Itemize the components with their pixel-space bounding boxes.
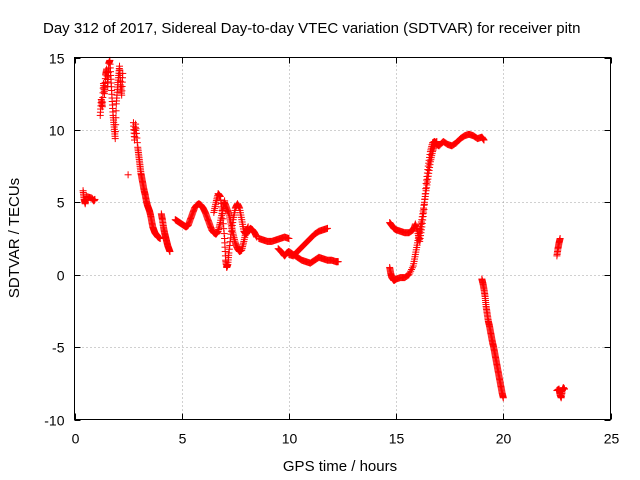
plot-frame xyxy=(74,57,611,420)
x-tick-label: 5 xyxy=(179,431,187,447)
x-tick-label: 10 xyxy=(282,431,298,447)
y-axis-label: SDTVAR / TECUs xyxy=(6,178,23,298)
data-point xyxy=(408,264,416,272)
x-tick-label: 0 xyxy=(72,431,80,447)
data-point xyxy=(91,195,99,203)
x-axis-label: GPS time / hours xyxy=(283,458,397,475)
tick-labels: 0 5 10 15 20 25 -10 -5 0 5 10 15 xyxy=(44,51,619,447)
grid xyxy=(74,57,611,420)
y-tick-label: 0 xyxy=(57,268,65,284)
data-point xyxy=(244,223,252,231)
chart-title: Day 312 of 2017, Sidereal Day-to-day VTE… xyxy=(43,20,580,37)
data-point xyxy=(560,385,568,393)
axis-ticks xyxy=(74,57,612,421)
data-point xyxy=(407,267,415,275)
x-tick-label: 25 xyxy=(604,431,620,447)
data-point xyxy=(334,258,342,266)
data-point xyxy=(124,171,132,179)
data-point xyxy=(556,235,564,242)
x-tick-label: 20 xyxy=(496,431,512,447)
data-point xyxy=(111,135,119,143)
data-points xyxy=(79,56,568,402)
data-point xyxy=(285,235,293,242)
y-tick-label: -10 xyxy=(44,413,64,429)
y-tick-label: 10 xyxy=(49,123,65,139)
data-point xyxy=(405,271,413,279)
data-point xyxy=(323,224,331,232)
data-point xyxy=(119,69,127,77)
y-tick-label: 15 xyxy=(49,51,65,67)
data-point xyxy=(408,226,416,234)
data-point xyxy=(111,128,119,136)
data-point xyxy=(112,121,120,129)
data-point xyxy=(112,114,120,122)
data-point xyxy=(408,265,416,273)
data-point xyxy=(112,107,120,115)
data-point xyxy=(480,136,488,144)
y-tick-label: -5 xyxy=(52,340,65,356)
data-point xyxy=(166,248,174,256)
y-tick-label: 5 xyxy=(57,195,65,211)
data-point xyxy=(406,269,414,277)
x-tick-label: 15 xyxy=(389,431,405,447)
data-point xyxy=(499,394,507,402)
